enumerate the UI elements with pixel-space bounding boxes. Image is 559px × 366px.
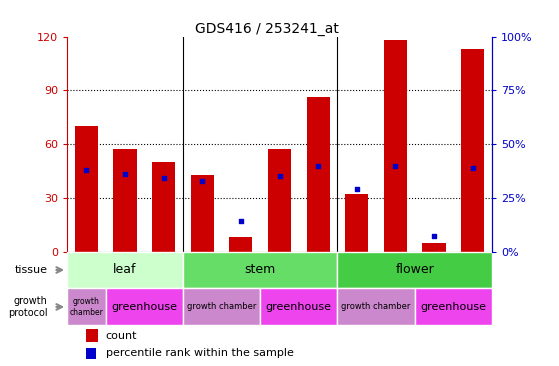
Bar [229,237,253,251]
Bar [423,243,446,251]
Title: GDS416 / 253241_at: GDS416 / 253241_at [195,22,339,36]
Bar [183,288,260,325]
Point [314,163,323,168]
Text: greenhouse: greenhouse [266,302,332,312]
Point [82,167,91,173]
Bar [338,251,492,288]
Bar [345,194,368,251]
Bar [268,149,291,251]
Bar [306,97,330,251]
Text: count: count [106,331,137,341]
Bar [106,288,183,325]
Text: greenhouse: greenhouse [420,302,486,312]
Point [159,176,168,182]
Point [468,165,477,171]
Text: greenhouse: greenhouse [111,302,177,312]
Text: percentile rank within the sample: percentile rank within the sample [106,348,293,358]
Point [236,219,245,224]
Bar [415,288,492,325]
Text: growth chamber: growth chamber [187,302,256,311]
Bar [67,288,106,325]
Point [198,178,207,183]
Bar [113,149,136,251]
Point [275,173,284,179]
Bar [183,251,338,288]
Point [352,186,361,192]
Point [391,163,400,168]
Point [121,171,130,177]
Bar [67,251,183,288]
Bar [87,329,98,342]
Text: leaf: leaf [113,264,137,276]
Bar [338,288,415,325]
Bar [87,348,96,359]
Text: growth chamber: growth chamber [342,302,411,311]
Text: flower: flower [395,264,434,276]
Text: growth
protocol: growth protocol [8,296,48,318]
Bar [75,126,98,251]
Bar [384,40,407,251]
Bar [191,175,214,251]
Bar [260,288,338,325]
Text: tissue: tissue [15,265,48,275]
Bar [461,49,484,251]
Text: growth
chamber: growth chamber [69,297,103,317]
Text: stem: stem [245,264,276,276]
Point [429,234,438,239]
Bar [152,162,175,251]
